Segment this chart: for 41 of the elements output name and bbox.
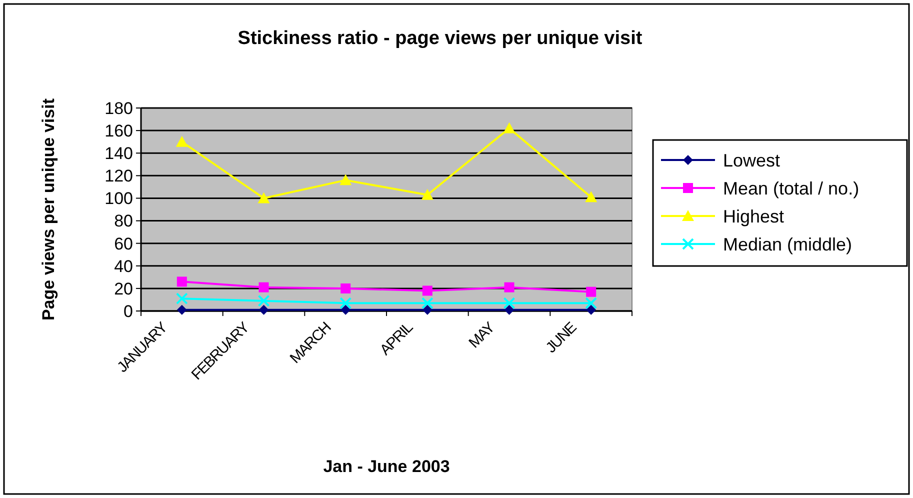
x-axis-title: Jan - June 2003 bbox=[323, 457, 450, 476]
y-tick-label: 120 bbox=[104, 166, 133, 186]
point bbox=[258, 282, 269, 292]
point bbox=[176, 136, 188, 147]
point bbox=[504, 282, 514, 292]
point bbox=[503, 122, 516, 134]
point bbox=[340, 297, 352, 310]
y-tick-label: 160 bbox=[104, 122, 133, 141]
point bbox=[176, 276, 187, 287]
point bbox=[340, 304, 351, 315]
point bbox=[422, 286, 432, 296]
point bbox=[258, 294, 270, 307]
point bbox=[422, 304, 432, 315]
point bbox=[421, 188, 434, 200]
point bbox=[586, 286, 596, 297]
y-tick-label: 80 bbox=[114, 212, 133, 231]
y-tick-label: 140 bbox=[104, 144, 133, 164]
y-tick-label: 0 bbox=[124, 302, 133, 321]
point bbox=[585, 297, 598, 310]
legend-label: Median (middle) bbox=[723, 234, 852, 254]
point bbox=[176, 304, 187, 315]
y-tick-label: 60 bbox=[114, 234, 133, 254]
chart-title: Stickiness ratio - page views per unique visit bbox=[238, 28, 643, 49]
y-tick-label: 20 bbox=[114, 279, 133, 298]
point bbox=[585, 191, 598, 202]
legend-label: Highest bbox=[723, 206, 784, 226]
point bbox=[421, 297, 434, 310]
y-tick-label: 100 bbox=[104, 189, 133, 208]
legend-label: Mean (total / no.) bbox=[723, 178, 860, 198]
point bbox=[258, 304, 269, 315]
legend-label: Lowest bbox=[723, 150, 780, 170]
y-tick-label: 180 bbox=[104, 98, 133, 118]
point bbox=[340, 174, 352, 186]
point bbox=[176, 292, 188, 305]
point bbox=[586, 304, 596, 315]
y-tick-label: 40 bbox=[114, 256, 133, 276]
point bbox=[503, 297, 516, 310]
point bbox=[504, 304, 514, 315]
point bbox=[258, 192, 270, 204]
y-axis-title: Page views per unique visit bbox=[39, 98, 58, 321]
point bbox=[340, 283, 351, 294]
